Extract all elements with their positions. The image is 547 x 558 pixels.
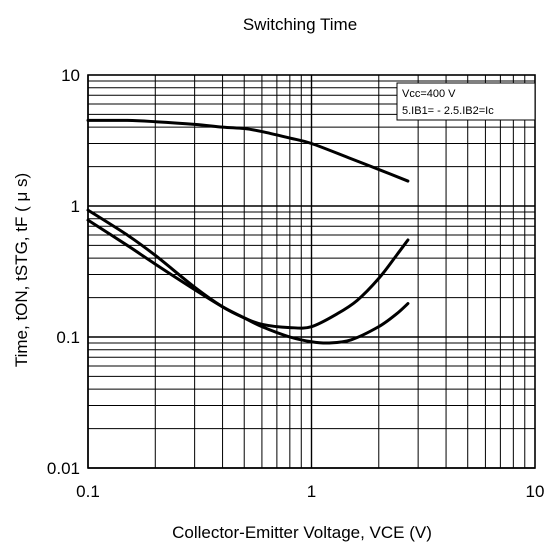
y-tick-label: 0.01 (47, 459, 80, 478)
series-line-1 (86, 118, 410, 183)
x-axis-label: Collector-Emitter Voltage, VCE (V) (172, 523, 432, 542)
y-tick-label: 10 (61, 66, 80, 85)
x-tick-label: 0.1 (76, 482, 100, 501)
y-tick-label: 1 (71, 197, 80, 216)
annotation-vcc: Vcc=400 V (402, 88, 456, 100)
y-tick-label: 0.1 (56, 328, 80, 347)
chart-title: Switching Time (243, 15, 357, 34)
annotation-box: Vcc=400 V 5.IB1= - 2.5.IB2=Ic (396, 82, 536, 121)
series-line-2 (86, 208, 410, 330)
plot-border (87, 74, 536, 469)
x-tick-label: 10 (526, 482, 545, 501)
tick-labels: 0.1 1 10 0.01 0.1 1 10 (47, 66, 545, 501)
plot-frame (87, 74, 536, 469)
series-line-3 (86, 218, 410, 345)
grid-lines (87, 75, 535, 469)
annotation-box-background (396, 82, 536, 121)
data-series (86, 118, 410, 345)
x-tick-label: 1 (307, 482, 316, 501)
y-axis-label: Time, tON, tSTG, tF ( μ s) (12, 173, 31, 367)
annotation-ib: 5.IB1= - 2.5.IB2=Ic (402, 105, 494, 117)
